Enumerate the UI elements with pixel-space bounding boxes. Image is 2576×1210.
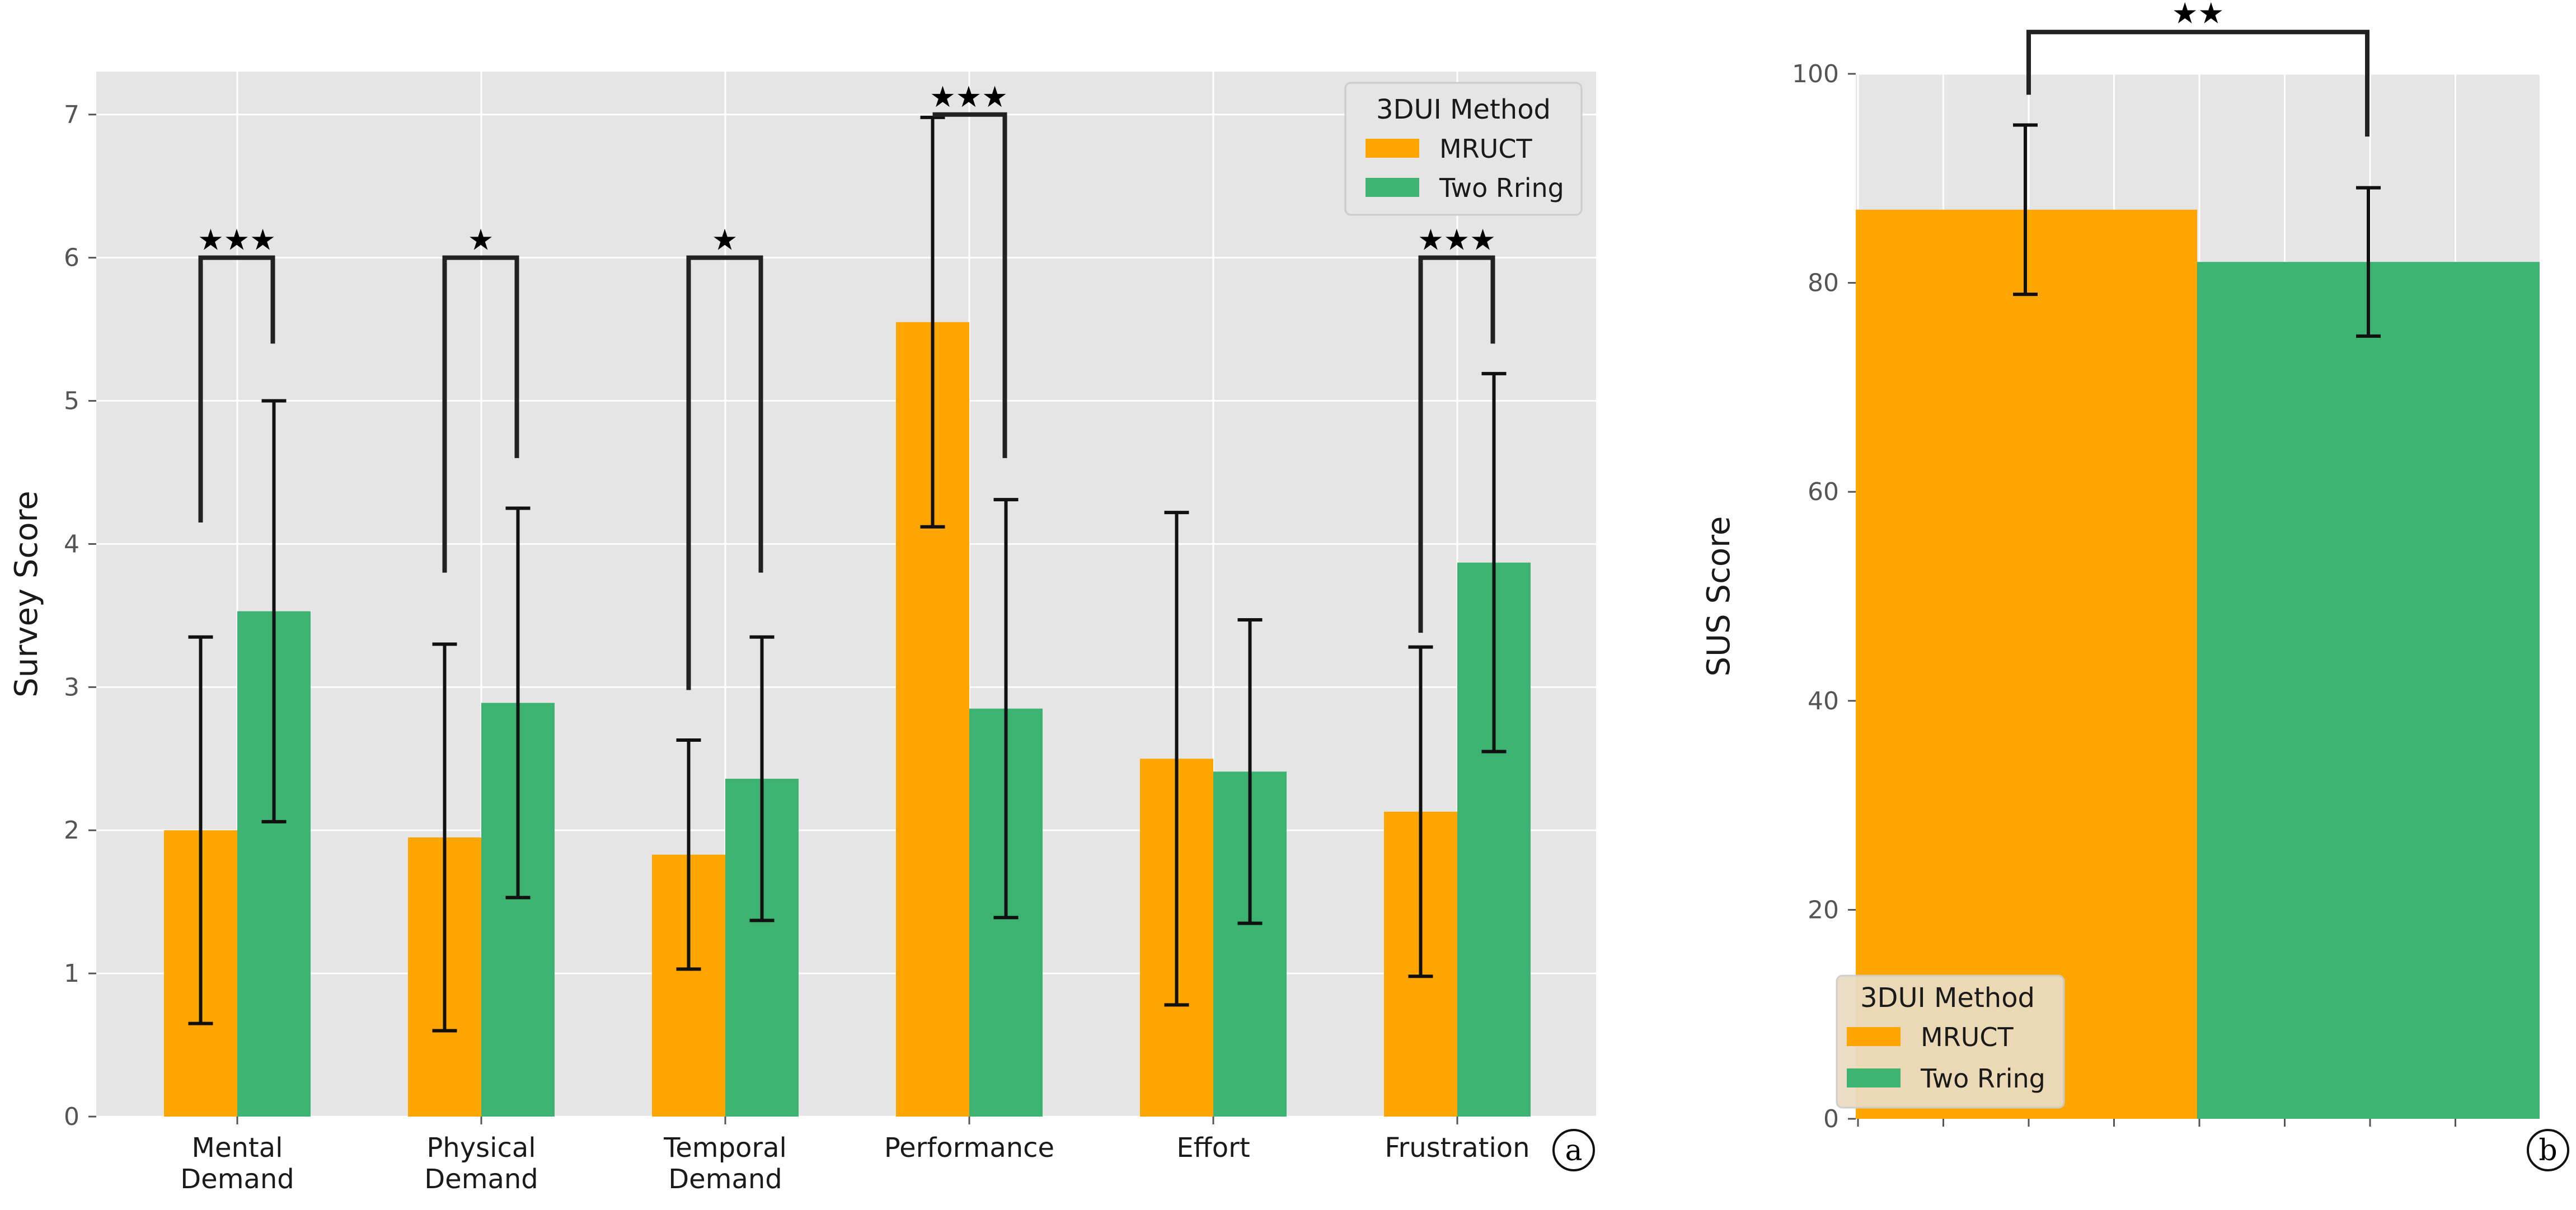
y-tick-label-100: 100 [1792, 60, 1839, 88]
significance-bracket-frustration: ★★★ [1418, 224, 1496, 633]
panel-a-legend-title: 3DUI Method [1376, 94, 1551, 125]
panel-b-legend-swatch-mruct [1847, 1027, 1901, 1046]
y-tick-label-2: 2 [64, 816, 79, 845]
error-bar-mruct-frustration [1408, 645, 1433, 978]
x-tick-label-performance: Performance [884, 1132, 1054, 1164]
x-tick-label-mental-demand: Mental Demand [180, 1132, 294, 1195]
error-bar-two-rring-frustration [1481, 371, 1507, 754]
error-bar-two-rring-physical-demand [505, 506, 531, 900]
panel-a-legend-swatch-two-rring [1366, 178, 1419, 197]
error-bar-two-rring [2356, 186, 2381, 338]
panel-b-significance: ★★ [2026, 0, 2369, 137]
bracket-line [932, 112, 1007, 458]
y-tick-label-6: 6 [64, 244, 79, 272]
bracket-line [2026, 30, 2369, 137]
error-bar-two-rring-performance [993, 498, 1019, 920]
significance-stars: ★★★ [198, 224, 276, 257]
error-bar-mruct-mental-demand [188, 635, 213, 1025]
bracket-line [198, 255, 275, 523]
panel-b-y-axis-label: SUS Score [1701, 516, 1737, 677]
significance-stars: ★ [712, 224, 738, 257]
bracket-line [1418, 255, 1495, 633]
y-tick-label-60: 60 [1808, 478, 1839, 506]
y-tick-label-0: 0 [1823, 1105, 1839, 1133]
x-tick-label-frustration: Frustration [1385, 1132, 1529, 1164]
panel-b-tag-circle [2527, 1129, 2569, 1171]
bracket-line [686, 255, 763, 690]
bar-two-rring [2197, 262, 2540, 1119]
significance-bracket-physical-demand: ★ [442, 224, 519, 573]
panel-a-tag-circle [1552, 1129, 1595, 1171]
significance-bracket-mental-demand: ★★★ [198, 224, 276, 523]
significance-bracket-sus: ★★ [2026, 0, 2369, 137]
y-tick-label-20: 20 [1808, 896, 1839, 924]
y-tick-label-1: 1 [64, 959, 79, 988]
panel-b-legend: 3DUI Method MRUCT Two Rring [1836, 974, 2065, 1109]
panel-a-plot-area [96, 72, 1596, 1117]
y-tick-label-80: 80 [1808, 269, 1839, 298]
significance-bracket-performance: ★★★ [930, 81, 1008, 458]
panel-b-y-ticks: 0 20 40 60 80 100 [1792, 60, 1856, 1133]
panel-a-legend-label-two-rring: Two Rring [1439, 173, 1564, 203]
x-tick-label-effort: Effort [1176, 1132, 1250, 1164]
error-bar-mruct-performance [920, 115, 945, 529]
panel-a-legend-label-mruct: MRUCT [1439, 134, 1532, 164]
panel-b-x-ticks [1857, 1119, 2456, 1127]
y-tick-label-40: 40 [1808, 687, 1839, 715]
panel-b-legend-title: 3DUI Method [1860, 982, 2035, 1014]
panel-a-error-bars [188, 115, 1507, 1033]
y-tick-label-7: 7 [64, 101, 79, 129]
panel-a-y-axis-label: Survey Score [8, 491, 45, 697]
error-bar-two-rring-temporal-demand [749, 635, 775, 922]
bar-mruct [1856, 209, 2197, 1119]
panel-b-bars [1856, 209, 2540, 1119]
y-tick-label-4: 4 [64, 530, 79, 558]
panel-b-legend-swatch-two-rring [1847, 1068, 1901, 1087]
panel-a-legend-swatch-mruct [1366, 139, 1419, 158]
significance-stars: ★ [468, 224, 494, 257]
y-tick-label-5: 5 [64, 387, 79, 416]
y-tick-label-0: 0 [64, 1103, 79, 1131]
error-bar-mruct-effort [1164, 511, 1189, 1007]
panel-b-legend-label-two-rring: Two Rring [1920, 1063, 2045, 1094]
significance-stars: ★★★ [1418, 224, 1496, 257]
significance-stars: ★★★ [930, 81, 1008, 114]
error-bar-mruct-temporal-demand [676, 738, 701, 971]
x-tick-label-physical-demand: Physical Demand [424, 1132, 538, 1195]
significance-bracket-temporal-demand: ★ [686, 224, 763, 690]
error-bar-two-rring-effort [1237, 618, 1263, 925]
panel-a-tag: a [1565, 1134, 1582, 1167]
panel-a-x-ticks: Mental Demand Physical Demand Temporal Demand… [180, 1117, 1530, 1195]
panel-a-significance: ★★★ ★ ★★★★★★★ [198, 81, 1496, 690]
panel-b-tag: b [2539, 1134, 2557, 1167]
panel-a-bars [164, 322, 1531, 1117]
x-tick-label-temporal-demand: Temporal Demand [663, 1132, 787, 1195]
panel-b: ★★ 0 20 40 60 80 100 SUS Score 3DUI Method MR… [1701, 0, 2569, 1171]
panel-b-legend-label-mruct: MRUCT [1921, 1022, 2014, 1052]
panel-b-error-bars [2013, 123, 2381, 338]
panel-a-y-ticks: 0 1 2 3 4 5 6 7 [64, 101, 96, 1131]
error-bar-mruct-physical-demand [432, 642, 457, 1033]
significance-stars: ★★ [2172, 0, 2224, 30]
panel-a-legend: 3DUI Method MRUCT Two Rring [1344, 82, 1583, 216]
error-bar-two-rring-mental-demand [261, 399, 287, 823]
error-bar-mruct [2013, 123, 2038, 296]
y-tick-label-3: 3 [64, 673, 79, 701]
bracket-line [442, 255, 519, 573]
